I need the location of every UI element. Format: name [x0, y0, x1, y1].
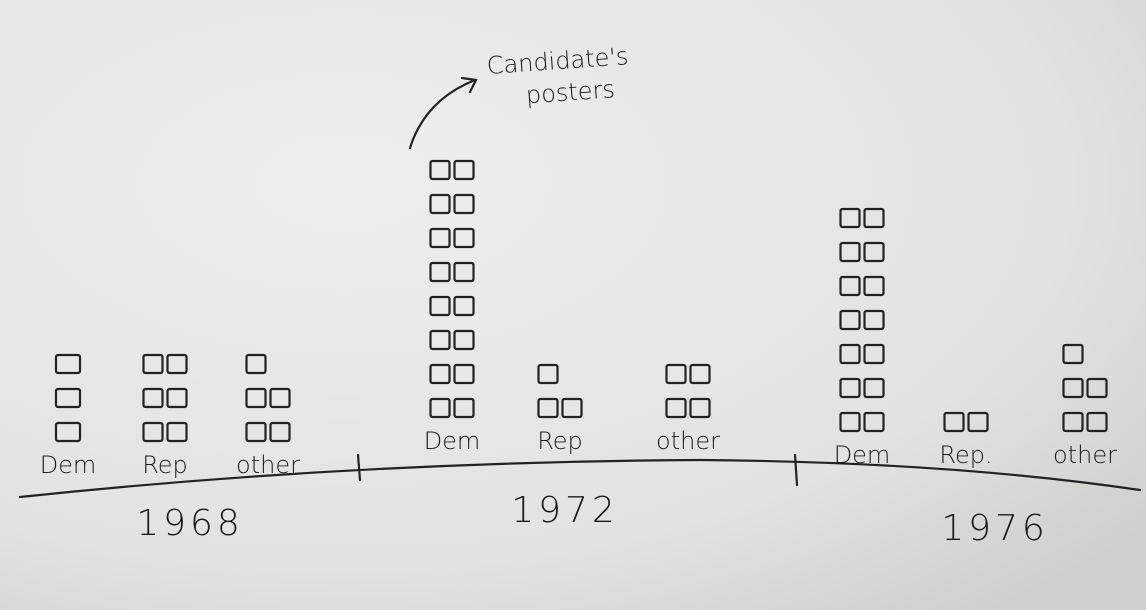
- poster-icon: [429, 363, 451, 385]
- poster-icon: [269, 387, 291, 409]
- annotation-line: posters: [525, 75, 616, 109]
- poster-icon: [429, 159, 451, 181]
- poster-icon: [839, 309, 861, 331]
- poster-icon: [863, 275, 885, 297]
- poster-icon: [142, 421, 164, 443]
- poster-icon: [863, 309, 885, 331]
- category-label: Dem: [424, 427, 481, 455]
- year-label: 1976: [941, 508, 1049, 549]
- poster-icon: [429, 329, 451, 351]
- poster-icon: [429, 227, 451, 249]
- divider: [356, 453, 362, 482]
- poster-icon: [429, 397, 451, 419]
- poster-icon: [537, 397, 559, 419]
- category-label: Dem: [834, 441, 891, 469]
- icon-stack: [429, 159, 475, 419]
- poster-icon: [429, 193, 451, 215]
- poster-icon: [453, 363, 475, 385]
- poster-icon: [453, 261, 475, 283]
- poster-icon: [453, 329, 475, 351]
- poster-icon: [245, 387, 267, 409]
- poster-icon: [453, 397, 475, 419]
- category-label: Dem: [40, 451, 97, 479]
- poster-icon: [429, 261, 451, 283]
- icon-stack: [537, 363, 583, 419]
- poster-icon: [453, 227, 475, 249]
- poster-icon: [839, 275, 861, 297]
- poster-icon: [142, 353, 164, 375]
- poster-icon: [863, 241, 885, 263]
- poster-icon: [166, 353, 188, 375]
- annotation: Candidate'sposters: [486, 42, 632, 112]
- icon-stack: [245, 353, 291, 443]
- poster-icon: [166, 387, 188, 409]
- icon-stack: [142, 353, 188, 443]
- poster-icon: [863, 377, 885, 399]
- poster-icon: [429, 295, 451, 317]
- year-label: 1968: [136, 503, 244, 544]
- icon-stack: [1062, 343, 1108, 433]
- poster-icon: [665, 397, 687, 419]
- poster-icon: [1086, 411, 1108, 433]
- icon-stack: [839, 207, 885, 433]
- poster-icon: [863, 411, 885, 433]
- category-label: Rep.: [939, 441, 992, 469]
- poster-icon: [839, 343, 861, 365]
- category-label: other: [656, 427, 720, 455]
- arrow: [408, 78, 477, 150]
- poster-icon: [839, 207, 861, 229]
- poster-icon: [1062, 411, 1084, 433]
- poster-icon: [839, 377, 861, 399]
- poster-icon: [453, 159, 475, 181]
- arrow-head: [460, 76, 478, 94]
- category-label: other: [236, 451, 300, 479]
- poster-icon: [839, 241, 861, 263]
- category-label: Rep: [537, 427, 583, 455]
- divider: [793, 453, 799, 487]
- icon-stack: [54, 353, 82, 443]
- poster-icon: [1086, 377, 1108, 399]
- poster-icon: [561, 397, 583, 419]
- poster-icon: [1062, 377, 1084, 399]
- category-label: other: [1053, 441, 1117, 469]
- poster-icon: [967, 411, 989, 433]
- poster-icon: [166, 421, 188, 443]
- poster-icon: [269, 421, 291, 443]
- category-label: Rep: [142, 451, 188, 479]
- year-label: 1972: [511, 490, 619, 531]
- poster-icon: [245, 353, 267, 375]
- poster-icon: [689, 363, 711, 385]
- poster-icon: [54, 421, 82, 443]
- poster-icon: [54, 353, 82, 375]
- poster-icon: [245, 421, 267, 443]
- poster-icon: [665, 363, 687, 385]
- timeline: [18, 458, 1142, 499]
- poster-icon: [54, 387, 82, 409]
- poster-icon: [453, 295, 475, 317]
- poster-icon: [453, 193, 475, 215]
- icon-stack: [943, 411, 989, 433]
- poster-icon: [142, 387, 164, 409]
- poster-icon: [1062, 343, 1084, 365]
- icon-stack: [665, 363, 711, 419]
- poster-icon: [839, 411, 861, 433]
- poster-icon: [863, 207, 885, 229]
- poster-icon: [689, 397, 711, 419]
- poster-icon: [943, 411, 965, 433]
- poster-icon: [863, 343, 885, 365]
- poster-icon: [537, 363, 559, 385]
